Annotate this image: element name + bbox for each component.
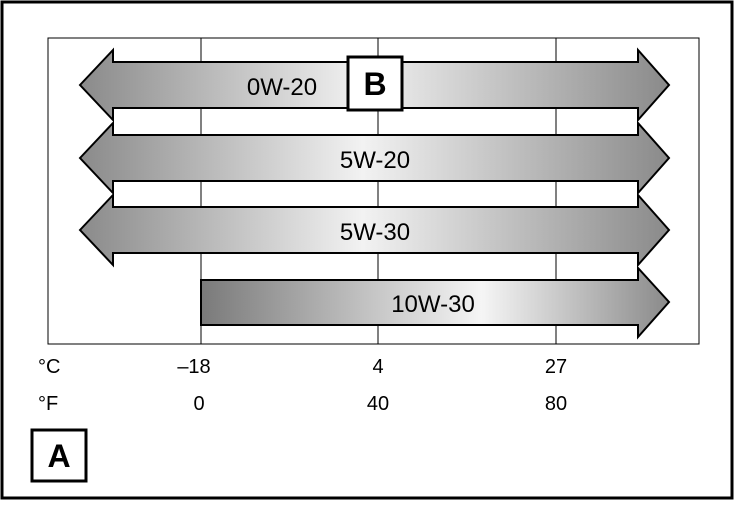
range-arrow-5w30 bbox=[78, 192, 671, 268]
arrow-label-5w30: 5W-30 bbox=[340, 219, 410, 246]
callout-b-label: B bbox=[363, 66, 386, 102]
callout-b-box bbox=[346, 55, 404, 112]
fahrenheit-tick-label: 80 bbox=[545, 393, 567, 415]
fahrenheit-tick-label: 40 bbox=[367, 393, 389, 415]
arrow-label-10w30: 10W-30 bbox=[391, 291, 475, 318]
callout-a-box bbox=[30, 428, 88, 483]
arrow-label-0w20: 0W-20 bbox=[247, 74, 317, 101]
celsius-tick-label: 4 bbox=[372, 356, 383, 378]
fahrenheit-tick-label: 0 bbox=[193, 393, 204, 415]
range-arrow-5w20 bbox=[78, 120, 671, 196]
celsius-unit-label: °C bbox=[38, 356, 60, 378]
celsius-tick-label: –18 bbox=[177, 356, 210, 378]
fahrenheit-unit-label: °F bbox=[38, 393, 58, 415]
celsius-tick-label: 27 bbox=[545, 356, 567, 378]
range-arrow-10w30 bbox=[200, 265, 671, 340]
arrow-label-5w20: 5W-20 bbox=[340, 147, 410, 174]
callout-a-label: A bbox=[47, 438, 70, 474]
